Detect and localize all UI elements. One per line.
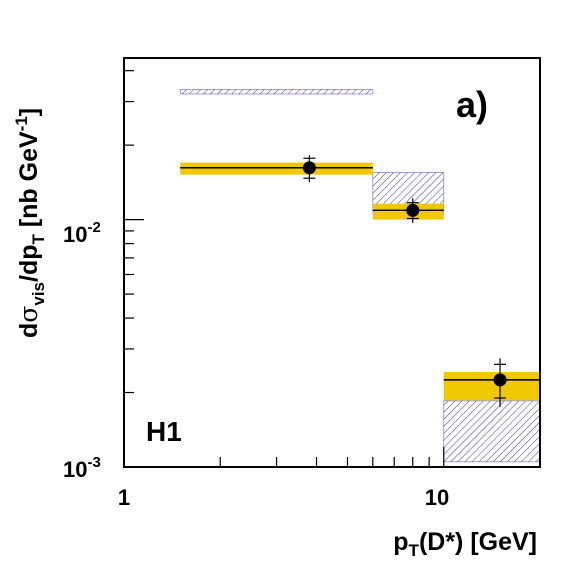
experiment-label: H1 [146,416,182,447]
axis-ticks [123,70,541,468]
hatched-band-bin-2 [443,400,541,463]
ytick-label-1e-3: 10-3 [63,454,101,482]
hatched-band-bin-0 [179,88,374,95]
ytick-label-1e-2: 10-2 [63,219,101,247]
yellow-band-bin-0 [180,162,373,175]
data-point-1 [406,203,420,217]
data-point-2 [493,373,507,387]
plot-frame [123,57,541,468]
xtick-label-1: 1 [118,485,130,510]
yellow-band-bin-2 [443,372,540,401]
xtick-label-10: 10 [425,485,449,510]
data-point-0 [302,161,316,175]
y-axis-title: dσvis/dpT [nb GeV-1] [12,108,48,338]
x-axis-title: pT(D*) [GeV] [393,528,537,560]
panel-label: a) [456,84,488,125]
